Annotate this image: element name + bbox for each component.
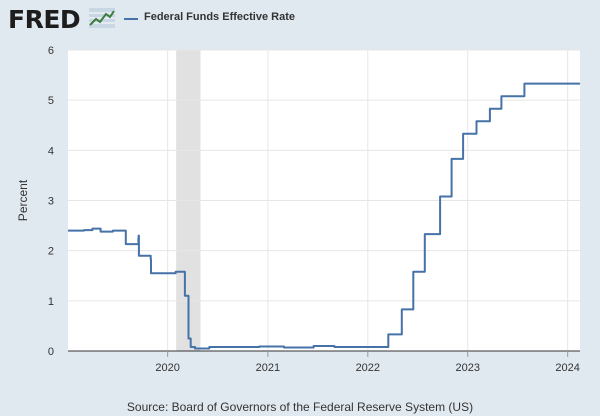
y-tick-label: 0 bbox=[48, 346, 54, 358]
x-tick-label: 2023 bbox=[456, 362, 480, 374]
chart-header: FRED Federal Funds Effective Rate bbox=[0, 0, 600, 40]
y-tick-label: 2 bbox=[48, 246, 54, 258]
x-tick-label: 2022 bbox=[356, 362, 380, 374]
x-tick-label: 2024 bbox=[555, 362, 579, 374]
series-line-0[interactable] bbox=[68, 82, 580, 350]
y-axis-ticks: 0 1 2 3 4 5 6 bbox=[48, 45, 54, 358]
gridlines bbox=[68, 49, 580, 351]
series-lines bbox=[68, 82, 580, 350]
x-tick-label: 2021 bbox=[256, 362, 280, 374]
y-tick-label: 1 bbox=[48, 296, 54, 308]
y-axis-title: Percent bbox=[16, 179, 30, 221]
y-tick-label: 3 bbox=[48, 196, 54, 208]
trend-graph-icon bbox=[89, 8, 115, 28]
fred-logo[interactable]: FRED bbox=[8, 5, 81, 34]
y-tick-label: 4 bbox=[48, 145, 54, 157]
y-tick-label: 6 bbox=[48, 45, 54, 57]
x-tick-label: 2020 bbox=[155, 362, 179, 374]
y-tick-label: 5 bbox=[48, 95, 54, 107]
legend-label: Federal Funds Effective Rate bbox=[144, 11, 295, 23]
x-axis-ticks: 2020 2021 2022 2023 2024 bbox=[155, 351, 580, 374]
source-note: Source: Board of Governors of the Federa… bbox=[126, 400, 474, 414]
legend-swatch bbox=[124, 18, 138, 20]
